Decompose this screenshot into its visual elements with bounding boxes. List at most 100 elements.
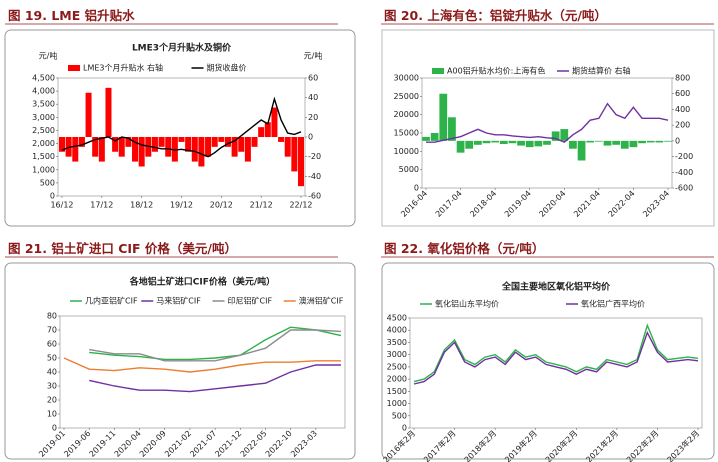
panel-frame: [381, 29, 715, 227]
x-tick-label: 2021-12: [213, 429, 243, 459]
series-line: [426, 102, 669, 144]
x-tick-label: 22/12: [289, 201, 312, 210]
bar: [178, 137, 185, 142]
legend-label: A00铝升贴水均价:上海有色: [447, 66, 545, 76]
y-tick-label: 20: [47, 396, 57, 405]
y-tick-label: 4,000: [32, 87, 55, 96]
bar: [244, 137, 251, 162]
x-tick-label: 2023-04: [641, 189, 671, 219]
y2-axis-label: 元/吨: [304, 51, 323, 61]
bar: [205, 137, 212, 157]
y-tick-label: 1500: [387, 387, 407, 396]
bar: [238, 137, 245, 152]
bar: [132, 137, 139, 162]
y-tick-label: 2,000: [32, 139, 55, 148]
bar: [58, 137, 66, 152]
bar: [646, 140, 655, 143]
y-tick-label: 5000: [399, 165, 419, 174]
bar: [655, 140, 664, 143]
y-tick-label: 1,000: [32, 165, 55, 174]
x-tick-label: 2017-04: [434, 189, 464, 219]
x-tick-label: 2017年2月: [421, 428, 457, 462]
y-tick-label: 30: [47, 382, 57, 391]
plot-area: [59, 315, 346, 429]
x-tick-label: 2019-11: [88, 429, 118, 459]
bar: [560, 129, 569, 141]
x-tick-label: 16/12: [50, 201, 73, 210]
y-tick-label: 25000: [394, 92, 419, 101]
bar: [620, 140, 629, 149]
bar: [125, 137, 132, 147]
x-tick-label: 2021-04: [572, 189, 602, 219]
y-tick-label: 20000: [394, 110, 419, 119]
bar: [138, 137, 145, 167]
y-tick-label: 2500: [387, 362, 407, 371]
bar: [638, 140, 646, 144]
y2-tick-label: -60: [308, 192, 321, 201]
legend-label: 澳洲铝矿CIF: [299, 296, 344, 306]
bar: [151, 137, 158, 152]
y2-tick-label: -20: [308, 152, 321, 161]
y-tick-label: 2,500: [32, 126, 55, 135]
bar: [534, 140, 543, 147]
bar: [118, 137, 125, 157]
x-tick-label: 2022-05: [239, 429, 269, 459]
bar: [577, 140, 586, 161]
bar: [430, 133, 439, 141]
y2-tick-label: -600: [675, 184, 693, 193]
x-tick-label: 2021-07: [188, 429, 218, 459]
bar: [185, 137, 192, 152]
series-line: [63, 357, 341, 373]
bar: [72, 137, 79, 162]
bar: [231, 137, 238, 157]
x-tick-label: 2022-10: [264, 429, 294, 459]
bar: [258, 127, 265, 137]
y2-tick-label: -40: [308, 172, 321, 181]
legend-label: 期货结算价 右轴: [572, 66, 631, 76]
y-tick-label: 0: [52, 424, 57, 433]
panel-frame: [4, 29, 356, 227]
bar: [422, 136, 430, 141]
y2-tick-label: 20: [308, 113, 318, 122]
y-axis-label: 元/吨: [39, 51, 58, 61]
bar: [629, 140, 638, 148]
x-tick-label: 2020年2月: [543, 428, 579, 462]
bar: [198, 137, 205, 167]
plot-area: [409, 317, 703, 429]
y2-tick-label: 40: [308, 93, 318, 102]
bar: [664, 140, 672, 142]
y-tick-label: 0: [50, 192, 55, 201]
bar: [291, 137, 298, 172]
x-tick-label: 2022-04: [607, 189, 637, 219]
series-line: [413, 330, 699, 385]
y-tick-label: 60: [47, 340, 57, 349]
legend-label: 氧化铝山东平均价: [435, 299, 499, 309]
bar: [482, 140, 491, 144]
x-tick-label: 2018-04: [468, 189, 498, 219]
bar: [158, 137, 165, 147]
x-tick-label: 2019-04: [503, 189, 533, 219]
x-tick-label: 18/12: [130, 201, 153, 210]
bar: [456, 140, 465, 153]
legend-swatch: [432, 68, 444, 74]
x-tick-label: 2018年2月: [462, 428, 498, 462]
legend-swatch: [68, 65, 80, 71]
y2-tick-label: 400: [675, 105, 690, 114]
series-line: [61, 96, 302, 158]
legend-label: 期货收盘价: [207, 63, 247, 73]
bar: [569, 140, 577, 149]
figure-caption: 图 20. 上海有色：铝锭升贴水（元/吨）: [384, 8, 607, 23]
legend-label: LME3个月升贴水 右轴: [83, 63, 163, 73]
y-tick-label: 1,500: [32, 152, 55, 161]
x-tick-label: 2023年2月: [665, 428, 701, 462]
bar: [92, 137, 99, 157]
x-tick-label: 21/12: [250, 201, 273, 210]
y-tick-label: 10: [47, 410, 57, 419]
bar: [78, 137, 85, 147]
chart-title: LME3个月升贴水及铜价: [132, 42, 232, 54]
y2-tick-label: 0: [308, 133, 313, 142]
y-tick-label: 1000: [387, 399, 407, 408]
x-tick-label: 2021年2月: [584, 428, 620, 462]
y-tick-label: 15000: [394, 129, 419, 138]
